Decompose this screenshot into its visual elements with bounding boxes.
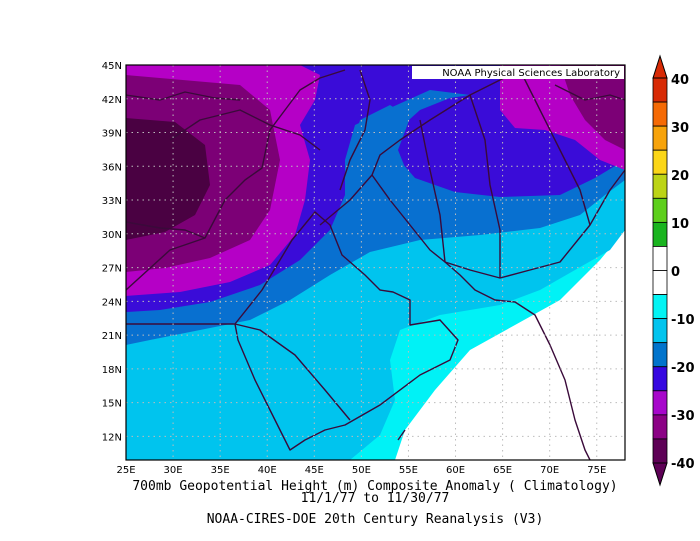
lon-tick-label: 60E [446, 465, 465, 476]
colorbar-segment [652, 390, 668, 416]
lon-tick-label: 55E [399, 465, 418, 476]
colorbar-segment [652, 294, 668, 320]
deep-east [560, 65, 625, 150]
lon-tick-label: 30E [164, 465, 183, 476]
darkest-core [126, 118, 210, 240]
colorbar-segment [652, 342, 668, 368]
longitude-labels: 25E 30E 35E 40E 45E 50E 55E 60E 65E 70E 75E [116, 465, 606, 476]
lat-tick-label: 12N [102, 432, 122, 443]
colorbar [652, 54, 668, 487]
lat-tick-label: 42N [102, 95, 122, 106]
colorbar-tick-label: -20 [671, 361, 695, 376]
colorbar-segment [652, 101, 668, 127]
lon-tick-label: 35E [211, 465, 230, 476]
colorbar-tick-label: -30 [671, 409, 695, 424]
colorbar-labels: 40 30 20 10 0 -10 -20 -30 -40 [671, 73, 695, 472]
colorbar-segment [652, 414, 668, 440]
lon-tick-label: 75E [587, 465, 606, 476]
lon-tick-label: 65E [493, 465, 512, 476]
lat-tick-label: 21N [102, 331, 122, 342]
lat-tick-label: 33N [102, 196, 122, 207]
colorbar-bottom-arrow [652, 462, 668, 487]
colorbar-tick-label: -40 [671, 457, 695, 472]
lat-tick-label: 36N [102, 162, 122, 173]
lon-tick-label: 40E [258, 465, 277, 476]
colorbar-segment [652, 173, 668, 199]
lat-tick-label: 18N [102, 365, 122, 376]
lon-tick-label: 25E [116, 465, 135, 476]
colorbar-segment [652, 197, 668, 223]
colorbar-tick-label: 30 [671, 121, 689, 136]
blue-pocket [348, 105, 410, 200]
credit-box [412, 66, 624, 79]
colorbar-tick-label: 40 [671, 73, 689, 88]
colorbar-segment [652, 77, 668, 103]
credit-text: NOAA Physical Sciences Laboratory [442, 68, 620, 79]
map-frame [125, 64, 626, 461]
lat-tick-label: 30N [102, 230, 122, 241]
colorbar-tick-label: 0 [671, 265, 680, 280]
lat-tick-label: 15N [102, 399, 122, 410]
caption-source: NOAA-CIRES-DOE 20th Century Reanalysis (… [206, 512, 544, 527]
coastlines-borders [126, 69, 625, 460]
colorbar-segment [652, 246, 668, 271]
colorbar-segment [652, 366, 668, 392]
colorbar-tick-label: 20 [671, 169, 689, 184]
caption-title: 700mb Geopotential Height (m) Composite … [132, 479, 618, 494]
colorbar-segment [652, 438, 668, 464]
colorbar-segment [652, 318, 668, 344]
caption-dates: 11/1/77 to 11/30/77 [300, 491, 450, 506]
colorbar-top-arrow [652, 54, 668, 79]
colorbar-segment [652, 125, 668, 151]
contour-fill [126, 65, 625, 460]
colorbar-tick-label: -10 [671, 313, 695, 328]
lon-tick-label: 70E [540, 465, 559, 476]
lat-tick-label: 39N [102, 129, 122, 140]
lat-tick-label: 24N [102, 297, 122, 308]
colorbar-segment [652, 221, 668, 247]
lat-tick-label: 27N [102, 264, 122, 275]
colorbar-tick-label: 10 [671, 217, 689, 232]
latitude-labels: 45N 42N 39N 36N 33N 30N 27N 24N 21N 18N 15N 12N [102, 61, 122, 443]
graticule [126, 65, 625, 460]
colorbar-segment [652, 270, 668, 295]
lon-tick-label: 50E [352, 465, 371, 476]
lon-tick-label: 45E [305, 465, 324, 476]
colorbar-segment [652, 149, 668, 175]
lat-tick-label: 45N [102, 61, 122, 72]
